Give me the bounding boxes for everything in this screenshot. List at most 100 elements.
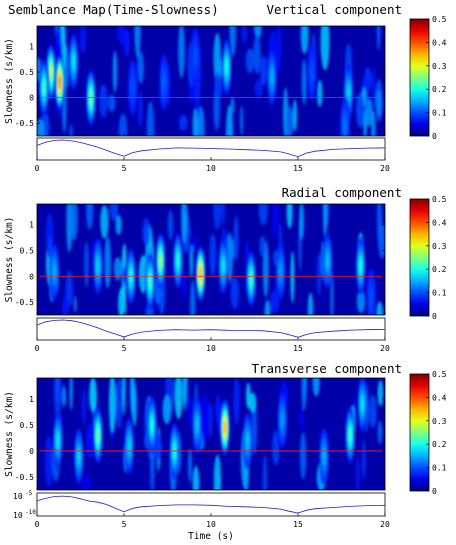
texture-streak bbox=[79, 26, 87, 54]
semblance-hotspot bbox=[145, 253, 155, 310]
texture-streak bbox=[262, 241, 269, 298]
semblance-hotspot bbox=[39, 59, 49, 116]
texture-streak bbox=[44, 435, 53, 488]
texture-streak bbox=[286, 204, 293, 229]
texture-streak bbox=[197, 106, 205, 136]
texture-streak bbox=[209, 233, 217, 277]
texture-streak bbox=[262, 454, 267, 490]
colorbar-tick-label: 0.3 bbox=[432, 242, 447, 251]
colorbar-tick-label: 0.5 bbox=[432, 195, 447, 204]
semblance-map bbox=[44, 378, 384, 490]
x-tick-label: 15 bbox=[293, 344, 303, 353]
texture-streak bbox=[248, 392, 257, 413]
y-tick-label: 0 bbox=[29, 272, 34, 281]
texture-streak bbox=[113, 257, 122, 281]
trace-axis-bottom-exp: -10 bbox=[25, 509, 36, 516]
texture-streak bbox=[322, 204, 328, 239]
texture-streak bbox=[167, 209, 174, 241]
texture-streak bbox=[192, 466, 200, 490]
texture-streak bbox=[286, 105, 294, 136]
semblance-hotspot bbox=[345, 407, 356, 464]
texture-streak bbox=[272, 430, 280, 466]
texture-streak bbox=[66, 204, 73, 253]
y-tick-label: 0.5 bbox=[20, 246, 35, 255]
texture-streak bbox=[104, 236, 112, 289]
texture-streak bbox=[100, 204, 109, 239]
semblance-hotspot bbox=[155, 232, 166, 289]
texture-streak bbox=[187, 395, 193, 426]
semblance-hotspot bbox=[169, 422, 180, 479]
texture-streak bbox=[107, 94, 116, 112]
semblance-hotspot bbox=[220, 399, 230, 456]
panels-group: Vertical component -0.5 0 0.5 1 Slowness (s/k… bbox=[4, 2, 447, 542]
semblance-hotspot bbox=[357, 378, 368, 433]
semblance-hotspot bbox=[366, 268, 376, 315]
texture-streak bbox=[239, 105, 244, 136]
trace-axis-top-exp: -5 bbox=[25, 490, 33, 497]
texture-streak bbox=[61, 385, 67, 407]
semblance-hotspot bbox=[322, 232, 333, 289]
texture-streak bbox=[375, 89, 383, 116]
texture-streak bbox=[253, 35, 261, 74]
semblance-hotspot bbox=[340, 97, 350, 136]
panel-title: Radial component bbox=[282, 185, 402, 200]
colorbar-tick-label: 0.3 bbox=[432, 417, 447, 426]
texture-streak bbox=[330, 272, 334, 315]
semblance-hotspot bbox=[221, 38, 232, 95]
texture-streak bbox=[356, 455, 360, 490]
texture-streak bbox=[84, 241, 89, 287]
texture-streak bbox=[71, 204, 78, 241]
texture-streak bbox=[85, 422, 94, 460]
texture-streak bbox=[361, 439, 366, 479]
texture-streak bbox=[371, 110, 376, 136]
texture-streak bbox=[229, 26, 237, 57]
texture-streak bbox=[192, 232, 197, 252]
texture-streak bbox=[109, 204, 119, 221]
texture-streak bbox=[118, 113, 128, 136]
texture-streak bbox=[108, 378, 116, 433]
y-axis-label: Slowness (s/km) bbox=[4, 391, 15, 477]
y-tick-label: 1 bbox=[29, 42, 34, 51]
envelope-trace bbox=[36, 139, 386, 158]
x-tick-label: 0 bbox=[35, 520, 40, 529]
semblance-hotspot bbox=[277, 391, 288, 448]
texture-streak bbox=[137, 51, 145, 84]
texture-streak bbox=[299, 431, 307, 480]
panel-title: Vertical component bbox=[267, 2, 402, 17]
texture-streak bbox=[246, 382, 251, 409]
texture-streak bbox=[356, 290, 366, 313]
texture-streak bbox=[245, 48, 255, 74]
texture-streak bbox=[292, 99, 298, 132]
y-tick-label: -0.5 bbox=[15, 473, 34, 482]
colorbar-tick-label: 0.1 bbox=[432, 464, 447, 473]
semblance-hotspot bbox=[127, 59, 138, 116]
y-tick-label: 0.5 bbox=[20, 68, 35, 77]
texture-streak bbox=[376, 26, 381, 51]
colorbar-tick-label: 0.2 bbox=[432, 440, 447, 449]
figure-title: Semblance Map(Time-Slowness) bbox=[8, 2, 219, 17]
colorbar bbox=[409, 373, 430, 492]
texture-streak bbox=[182, 378, 187, 411]
x-tick-label: 15 bbox=[293, 164, 303, 173]
y-tick-label: 1 bbox=[29, 221, 34, 230]
semblance-hotspot bbox=[319, 428, 329, 485]
texture-streak bbox=[301, 59, 307, 105]
envelope-trace bbox=[36, 495, 386, 514]
texture-streak bbox=[259, 235, 266, 257]
envelope-trace bbox=[36, 319, 386, 338]
texture-streak bbox=[81, 388, 87, 425]
y-tick-label: 0.5 bbox=[20, 421, 35, 430]
x-tick-label: 5 bbox=[122, 164, 127, 173]
texture-streak bbox=[214, 72, 223, 98]
texture-streak bbox=[372, 66, 376, 109]
texture-streak bbox=[300, 26, 309, 54]
texture-streak bbox=[69, 378, 73, 411]
texture-streak bbox=[241, 26, 248, 43]
texture-streak bbox=[377, 420, 383, 445]
panel-title: Transverse component bbox=[251, 361, 402, 376]
texture-streak bbox=[214, 395, 222, 425]
colorbar-tick-label: 0.5 bbox=[432, 370, 447, 379]
colorbar-tick-label: 0.4 bbox=[432, 218, 447, 227]
semblance-hotspot bbox=[147, 396, 157, 453]
texture-streak bbox=[122, 378, 126, 416]
